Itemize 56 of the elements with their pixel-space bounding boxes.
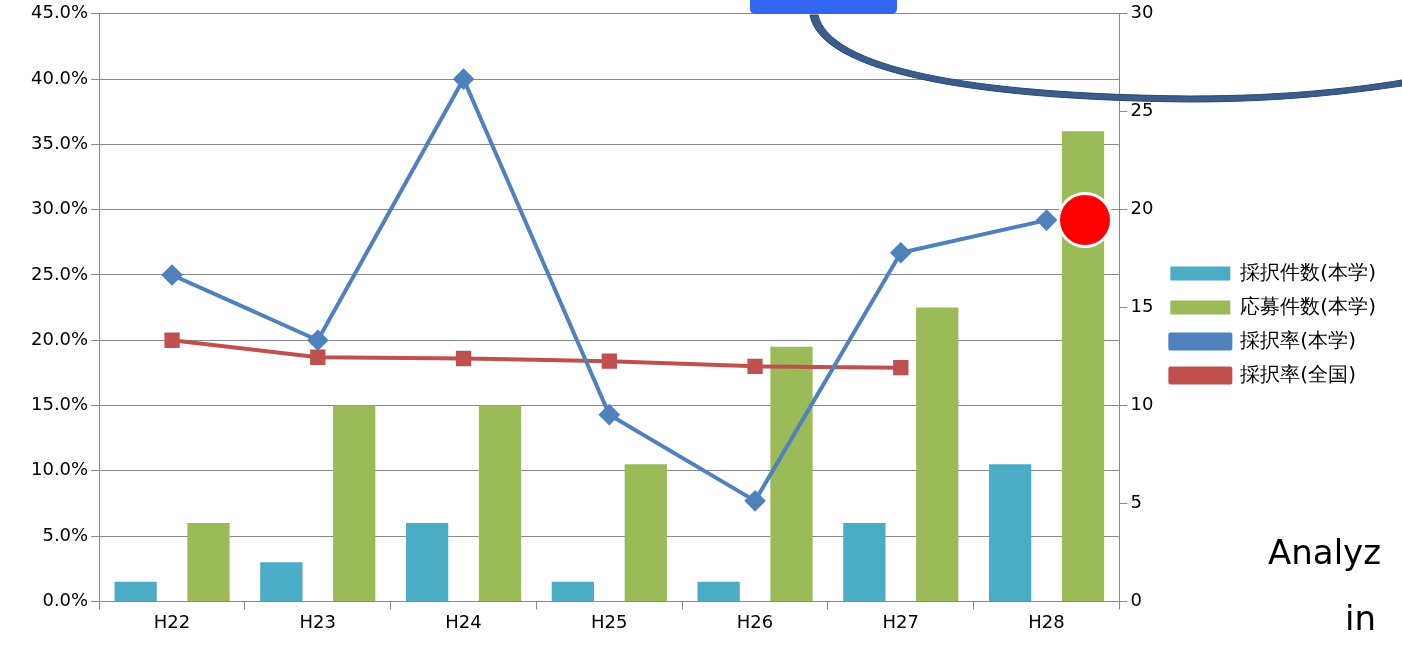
y-tick-label: 45.0%: [30, 1, 89, 23]
bar: [843, 523, 886, 601]
bar: [333, 405, 376, 601]
point: [1036, 210, 1057, 231]
x-tick-label: H28: [1028, 610, 1065, 632]
point: [890, 242, 911, 263]
legend-label: 応募件数(本学): [1240, 293, 1376, 318]
y-tick-label: 35.0%: [30, 132, 89, 154]
point: [453, 69, 474, 90]
y-tick-label: 0.0%: [42, 589, 89, 611]
y-tick-label: 5.0%: [42, 523, 89, 545]
point: [745, 490, 766, 511]
bar: [988, 464, 1032, 601]
x-tick-label: H27: [882, 610, 920, 632]
bar: [187, 523, 230, 601]
point: [307, 330, 328, 351]
bar: [260, 562, 303, 601]
x-tick-label: H26: [736, 610, 774, 632]
y2-tick-label: 15: [1130, 295, 1154, 317]
text: Analyz: [1268, 532, 1382, 572]
y2-tick-label: 25: [1130, 99, 1154, 121]
y2-tick-label: 10: [1130, 393, 1154, 415]
bar: [697, 581, 740, 601]
point: [747, 358, 763, 375]
legend-label: 採択件数(本学): [1240, 259, 1376, 284]
point: [164, 332, 180, 348]
y-tick-label: 20.0%: [30, 327, 89, 349]
point: [599, 404, 620, 425]
bar: [478, 405, 522, 601]
y-tick-label: 40.0%: [30, 66, 89, 88]
point: [310, 349, 326, 365]
point: [455, 350, 472, 367]
y-tick-label: 10.0%: [30, 458, 89, 480]
bar: [405, 523, 449, 601]
point: [162, 264, 183, 285]
y2-tick-label: 5: [1130, 491, 1142, 513]
text: in: [1345, 598, 1376, 638]
bar: [770, 346, 813, 601]
y2-tick-label: 30: [1130, 1, 1154, 23]
legend-label: 採択率(全国): [1240, 361, 1356, 386]
point: [601, 353, 617, 369]
y2-tick-label: 20: [1130, 197, 1154, 219]
x-tick-label: H23: [299, 610, 337, 632]
bar: [551, 581, 594, 601]
x-tick-label: H22: [153, 610, 191, 632]
legend-label: 採択率(本学): [1240, 327, 1356, 352]
y-tick-label: 15.0%: [30, 393, 89, 415]
y2-tick-label: 0: [1130, 589, 1142, 611]
y-tick-label: 25.0%: [30, 262, 89, 284]
x-tick-label: H25: [591, 610, 628, 632]
bar: [114, 581, 157, 601]
bar: [624, 464, 667, 601]
point: [893, 360, 909, 376]
y-tick-label: 30.0%: [30, 197, 89, 219]
x-tick-label: H24: [445, 610, 482, 632]
bar: [916, 307, 959, 601]
